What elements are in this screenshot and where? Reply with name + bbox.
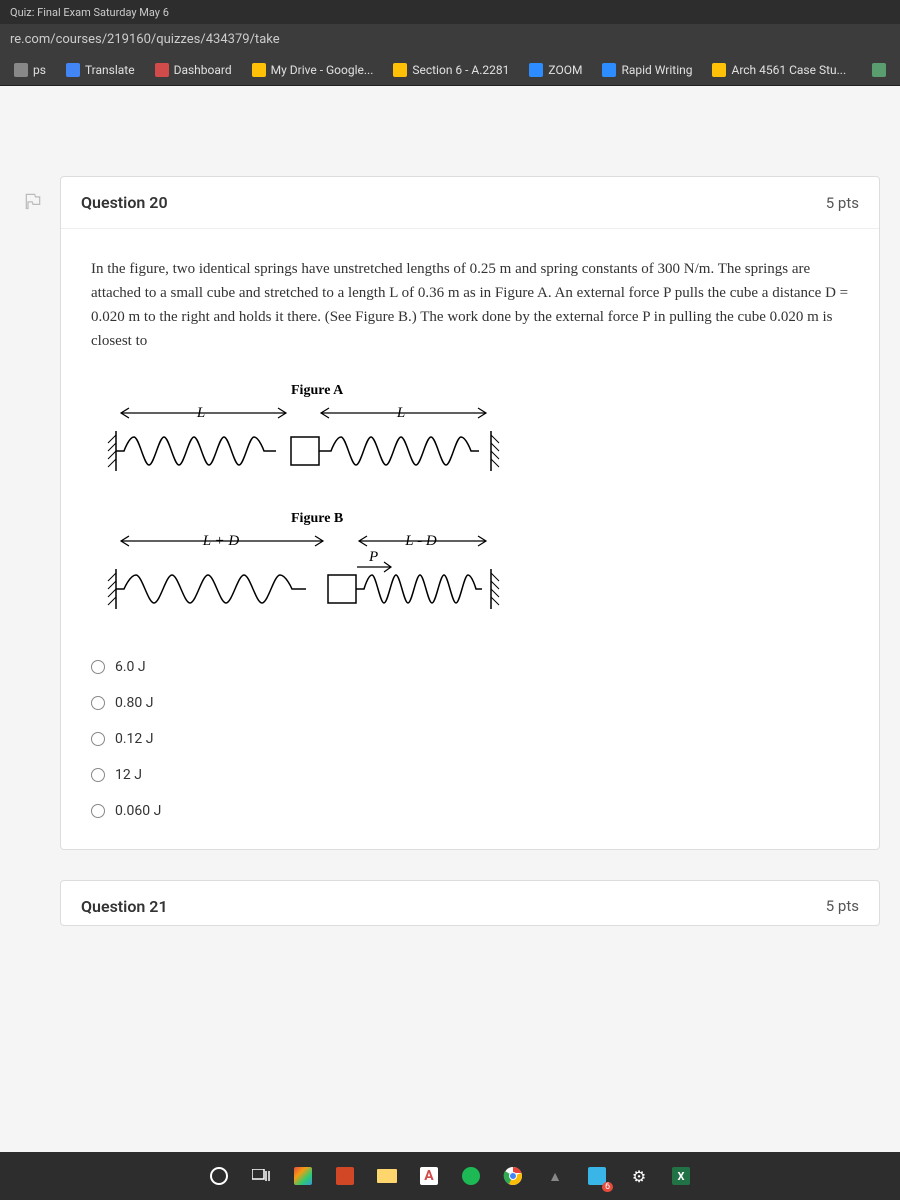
answer-option[interactable]: 6.0 J [91,649,849,685]
taskbar-paint3d[interactable]: 6 [579,1158,615,1194]
bookmark-rapidwriting[interactable]: Rapid Writing [594,59,700,81]
question-number: Question 21 [81,897,168,916]
quiz-content: Question 20 5 pts In the figure, two ide… [0,86,900,1152]
question-header: Question 21 5 pts [61,881,879,926]
svg-text:L + D: L + D [202,533,240,549]
folder-icon [377,1169,397,1183]
translate-icon [66,63,80,77]
flag-icon[interactable] [23,191,43,211]
chrome-icon [503,1166,523,1186]
svg-text:L: L [396,405,405,421]
taskbar-spotify[interactable] [453,1158,489,1194]
answer-option[interactable]: 12 J [91,757,849,793]
radio-icon[interactable] [91,732,105,746]
figure-b-diagram: L + D L - D P [91,529,511,619]
taskview-icon [252,1169,270,1183]
figure-a-label: Figure A [291,383,849,399]
svg-text:P: P [368,549,378,565]
bookmark-apps[interactable]: ps [6,59,54,81]
question-number: Question 20 [81,193,168,212]
answer-option[interactable]: 0.12 J [91,721,849,757]
taskbar-chrome[interactable] [495,1158,531,1194]
question-body: In the figure, two identical springs hav… [61,229,879,849]
taskbar: A ▲ 6 ⚙ X [0,1152,900,1200]
powerpoint-icon [336,1167,354,1185]
browser-tab-strip: Quiz: Final Exam Saturday May 6 [0,0,900,24]
taskbar-fileexplorer[interactable] [369,1158,405,1194]
question-text: In the figure, two identical springs hav… [91,257,849,353]
drive-icon [252,63,266,77]
taskbar-powerpoint[interactable] [327,1158,363,1194]
autodesk-icon: A [420,1167,438,1185]
taskbar-settings[interactable]: ⚙ [621,1158,657,1194]
dashboard-icon [155,63,169,77]
zoom-icon [529,63,543,77]
figure-b: Figure B L + D L - D P [91,511,849,619]
answer-option[interactable]: 0.060 J [91,793,849,829]
answer-label: 0.060 J [115,803,161,819]
gear-icon: ⚙ [632,1167,646,1186]
drive-icon [712,63,726,77]
bookmark-section6[interactable]: Section 6 - A.2281 [385,59,517,81]
radio-icon[interactable] [91,804,105,818]
radio-icon[interactable] [91,696,105,710]
answer-option[interactable]: 0.80 J [91,685,849,721]
triangle-icon: ▲ [548,1168,562,1185]
answer-label: 12 J [115,767,142,783]
radio-icon[interactable] [91,768,105,782]
figure-a: Figure A L L [91,383,849,481]
radio-icon[interactable] [91,660,105,674]
question-points: 5 pts [826,897,859,916]
bookmark-arch4561[interactable]: Arch 4561 Case Stu... [704,59,854,81]
circle-icon [210,1167,228,1185]
answer-list: 6.0 J 0.80 J 0.12 J 12 J 0.060 J [91,649,849,829]
question-card-21: Question 21 5 pts [60,880,880,926]
answer-label: 0.80 J [115,695,154,711]
question-card-20: Question 20 5 pts In the figure, two ide… [60,176,880,850]
svg-text:L - D: L - D [404,533,437,549]
doc-icon [602,63,616,77]
excel-icon: X [672,1167,690,1185]
answer-label: 0.12 J [115,731,154,747]
url-bar[interactable]: re.com/courses/219160/quizzes/434379/tak… [0,24,900,54]
apps-icon [14,63,28,77]
badge: 6 [602,1182,613,1192]
url-text: re.com/courses/219160/quizzes/434379/tak… [10,32,280,47]
bookmark-mydrive[interactable]: My Drive - Google... [244,59,382,81]
tab-title: Quiz: Final Exam Saturday May 6 [10,6,169,19]
taskbar-app2[interactable]: ▲ [537,1158,573,1194]
figure-a-diagram: L L [91,401,511,481]
app-icon [294,1167,312,1185]
answer-label: 6.0 J [115,659,146,675]
bookmarks-bar: ps Translate Dashboard My Drive - Google… [0,54,900,86]
extension-icon [872,63,886,77]
taskview-button[interactable] [243,1158,279,1194]
bookmark-dashboard[interactable]: Dashboard [147,59,240,81]
drive-icon [393,63,407,77]
bookmark-other[interactable] [864,59,894,81]
spotify-icon [462,1167,480,1185]
taskbar-app[interactable] [285,1158,321,1194]
taskbar-autodesk[interactable]: A [411,1158,447,1194]
svg-text:L: L [196,405,205,421]
cortana-button[interactable] [201,1158,237,1194]
question-header: Question 20 5 pts [61,177,879,229]
bookmark-translate[interactable]: Translate [58,59,143,81]
bookmark-zoom[interactable]: ZOOM [521,59,590,81]
question-points: 5 pts [826,194,859,212]
taskbar-excel[interactable]: X [663,1158,699,1194]
figure-b-label: Figure B [291,511,849,527]
